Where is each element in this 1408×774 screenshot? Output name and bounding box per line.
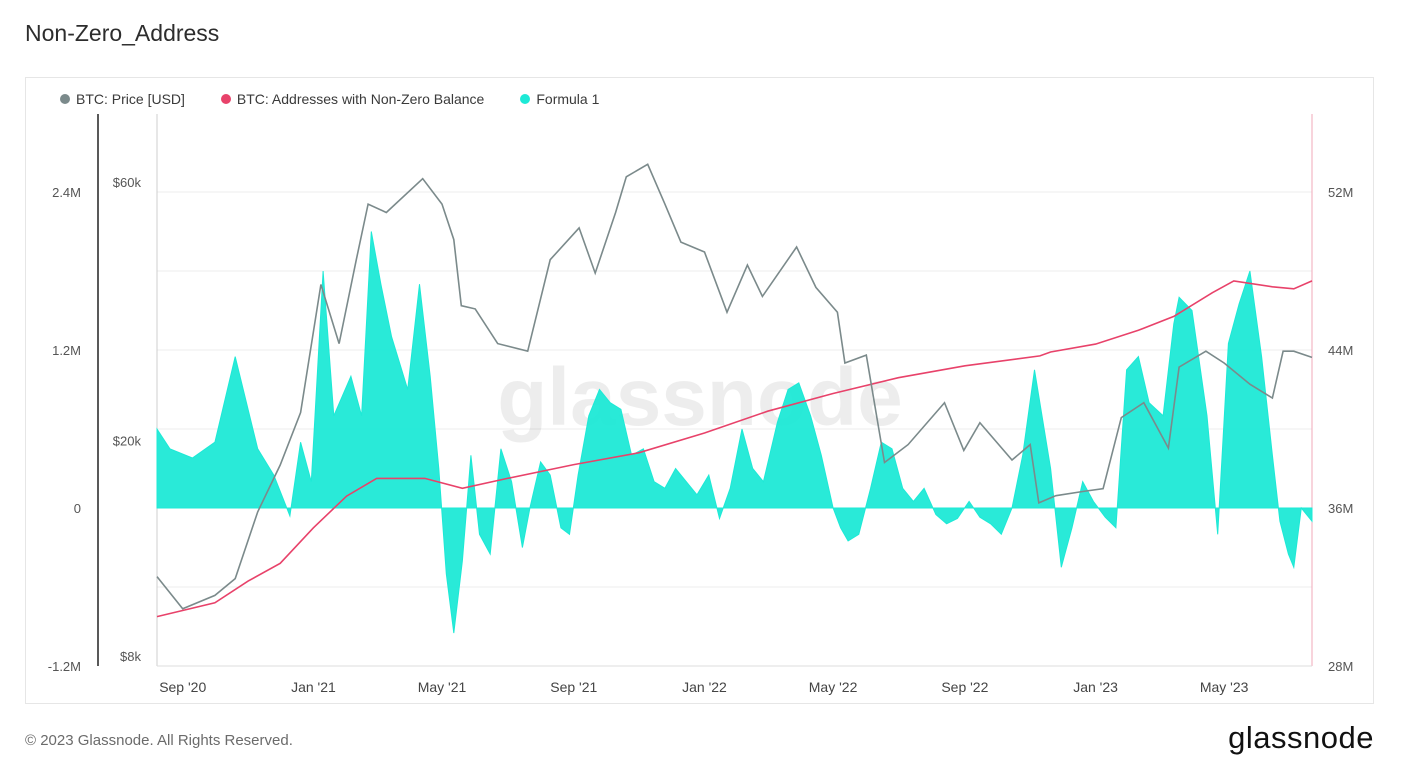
price-line [156,163,1313,610]
x-axis-tick-label: Jan '23 [1073,679,1118,695]
chart-panel [25,77,1374,704]
legend: BTC: Price [USD] BTC: Addresses with Non… [60,91,635,107]
legend-dot-price [60,94,70,104]
addresses-axis-tick-label: 52M [1328,185,1353,200]
legend-item-formula[interactable]: Formula 1 [520,91,599,107]
addresses-axis-tick-label: 28M [1328,659,1353,674]
legend-dot-formula [520,94,531,104]
x-axis-tick-label: May '22 [809,679,858,695]
x-axis-tick-label: May '21 [418,679,467,695]
legend-label-addresses: BTC: Addresses with Non-Zero Balance [236,91,485,107]
addresses-axis-tick-label: 36M [1328,501,1353,516]
price-axis-tick-label: $8k [120,649,141,664]
x-axis-tick-label: Jan '21 [291,679,336,695]
x-axis-tick-label: May '23 [1200,679,1249,695]
x-axis-tick-label: Sep '20 [159,679,206,695]
x-axis-tick-label: Jan '22 [682,679,727,695]
legend-label-price: BTC: Price [USD] [76,91,185,107]
x-axis-tick-label: Sep '21 [550,679,597,695]
formula-1-area [156,231,1313,634]
legend-label-formula: Formula 1 [536,91,600,107]
legend-item-price[interactable]: BTC: Price [USD] [60,91,185,107]
watermark-text: glassnode [497,352,903,443]
formula-axis-tick-label: 2.4M [52,185,81,200]
addresses-axis-tick-label: 44M [1328,343,1353,358]
price-axis-tick-label: $20k [113,433,142,448]
legend-dot-addresses [220,94,231,104]
price-axis-tick-label: $60k [113,175,142,190]
formula-axis-tick-label: 0 [74,501,81,516]
addresses-line [156,280,1313,618]
formula-axis-tick-label: 1.2M [52,343,81,358]
copyright-footer: © 2023 Glassnode. All Rights Reserved. [25,732,293,749]
x-axis-tick-label: Sep '22 [941,679,988,695]
formula-axis-tick-label: -1.2M [48,659,81,674]
page-title: Non-Zero_Address [25,20,220,46]
legend-item-addresses[interactable]: BTC: Addresses with Non-Zero Balance [220,91,485,107]
brand-logo: glassnode [1228,720,1374,755]
